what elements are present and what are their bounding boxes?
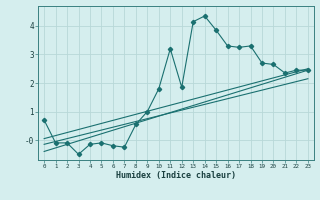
- X-axis label: Humidex (Indice chaleur): Humidex (Indice chaleur): [116, 171, 236, 180]
